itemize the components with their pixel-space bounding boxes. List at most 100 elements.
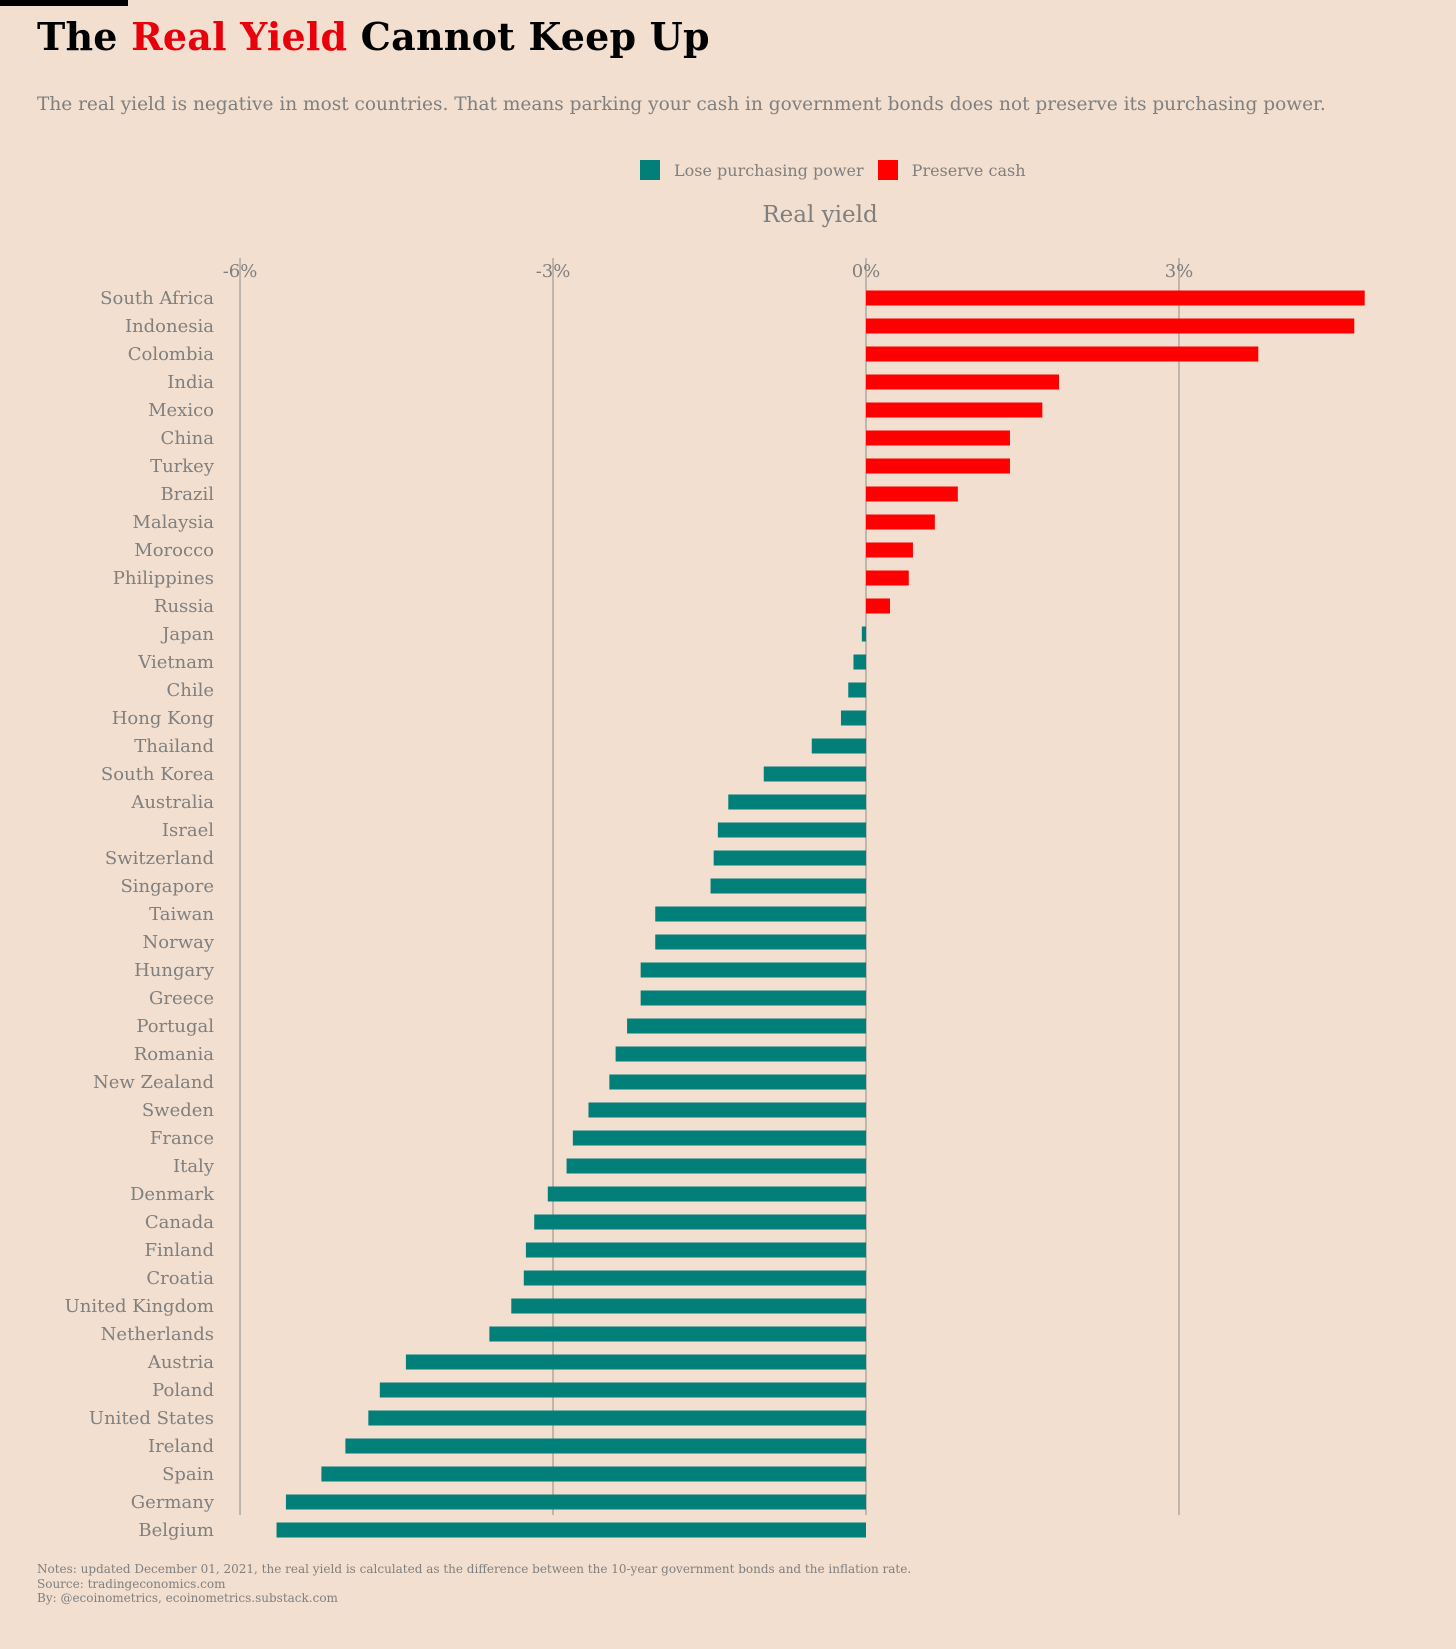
x-axis-title: Real yield (762, 202, 878, 228)
y-category-label: Germany (131, 1492, 215, 1513)
bar (866, 458, 1010, 474)
y-category-label: Australia (130, 792, 214, 813)
y-category-label: Greece (149, 988, 214, 1009)
y-category-label: New Zealand (93, 1072, 214, 1093)
source-line: Source: tradingeconomics.com (37, 1576, 226, 1591)
y-category-label: Belgium (138, 1520, 214, 1541)
bar (627, 1018, 866, 1034)
bar-chart: -6% -3% 0% 3% South Africa Indonesia Colombia I… (65, 258, 1365, 1541)
bar (655, 934, 866, 950)
bar (713, 850, 866, 866)
y-category-label: Italy (173, 1156, 215, 1177)
y-category-label: Poland (152, 1380, 214, 1401)
bar (866, 290, 1365, 306)
y-category-label: Finland (145, 1240, 214, 1261)
bar (534, 1214, 866, 1230)
bar (640, 962, 866, 978)
bar (861, 626, 866, 642)
byline: By: @ecoinometrics, ecoinometrics.substa… (37, 1591, 338, 1605)
y-category-label: Mexico (148, 400, 214, 421)
bar (566, 1158, 866, 1174)
bar (866, 318, 1355, 334)
y-category-label: Chile (166, 680, 214, 701)
y-category-label: Brazil (160, 484, 214, 505)
bar (848, 682, 866, 698)
y-category-label: Turkey (150, 456, 215, 477)
bar (615, 1046, 866, 1062)
y-category-label: Denmark (130, 1184, 215, 1205)
bar (525, 1242, 866, 1258)
y-category-label: China (161, 428, 215, 449)
x-tick-label: 3% (1165, 261, 1194, 282)
y-category-label: South Korea (101, 764, 214, 785)
title-prefix: The (37, 14, 132, 59)
bar (489, 1326, 866, 1342)
bar (640, 990, 866, 1006)
y-category-label: United States (89, 1408, 214, 1429)
bar (866, 374, 1060, 390)
x-tick-label: -6% (223, 261, 258, 282)
chart-notes: Notes: updated December 01, 2021, the re… (37, 1562, 911, 1606)
bar (866, 570, 909, 586)
y-category-label: India (167, 372, 214, 393)
top-accent-bar (0, 0, 128, 6)
y-category-label: Japan (160, 624, 214, 645)
notes-line: Notes: updated December 01, 2021, the re… (37, 1562, 912, 1576)
y-category-label: Portugal (136, 1016, 214, 1037)
y-category-label: Romania (134, 1044, 215, 1065)
title-highlight: Real Yield (131, 14, 348, 59)
y-category-label: Morocco (134, 540, 214, 561)
y-category-label: Sweden (142, 1100, 215, 1121)
bar (609, 1074, 866, 1090)
bar (379, 1382, 866, 1398)
y-category-label: South Africa (100, 288, 214, 309)
y-category-label: Netherlands (101, 1324, 214, 1345)
bar (405, 1354, 866, 1370)
bar (811, 738, 866, 754)
x-tick-label: -3% (536, 261, 571, 282)
y-category-label: Russia (154, 596, 214, 617)
y-category-label: Indonesia (125, 316, 214, 337)
y-category-label: Thailand (134, 736, 214, 757)
y-category-label: Switzerland (105, 848, 214, 869)
y-category-label: Norway (143, 932, 215, 953)
y-category-label: Ireland (148, 1436, 214, 1457)
bar (717, 822, 866, 838)
y-category-label: Israel (162, 820, 214, 841)
y-category-label: Spain (162, 1464, 214, 1485)
bar (511, 1298, 866, 1314)
bar (321, 1466, 866, 1482)
y-category-label: Vietnam (137, 652, 214, 673)
bar (853, 654, 866, 670)
y-category-label: Canada (145, 1212, 214, 1233)
bar (866, 402, 1043, 418)
bar (866, 542, 913, 558)
bar (866, 514, 935, 530)
y-category-label: Singapore (120, 876, 214, 897)
y-category-label: United Kingdom (65, 1296, 214, 1317)
chart-headline: The Real Yield Cannot Keep Up (37, 14, 710, 59)
chart-subtitle: The real yield is negative in most count… (37, 94, 1326, 115)
bar (572, 1130, 866, 1146)
legend-swatch-preserve (877, 160, 898, 180)
legend-swatch-lose (640, 160, 660, 180)
legend-label-preserve: Preserve cash (911, 160, 1026, 180)
bar (866, 346, 1259, 362)
bar (655, 906, 866, 922)
y-category-label: France (150, 1128, 214, 1149)
legend-label-lose: Lose purchasing power (674, 160, 864, 180)
y-category-label: Hong Kong (112, 708, 214, 729)
title-suffix: Cannot Keep Up (347, 14, 710, 59)
bar (368, 1410, 866, 1426)
y-category-label: Malaysia (132, 512, 214, 533)
bar (276, 1522, 866, 1538)
bar (523, 1270, 866, 1286)
y-category-label: Croatia (146, 1268, 214, 1289)
y-category-label: Hungary (134, 960, 215, 981)
bar (763, 766, 866, 782)
y-category-label: Austria (147, 1352, 214, 1373)
y-category-label: Philippines (113, 568, 214, 589)
bar (588, 1102, 866, 1118)
legend-item-lose: Lose purchasing power (640, 160, 864, 180)
x-tick-label: 0% (852, 261, 881, 282)
